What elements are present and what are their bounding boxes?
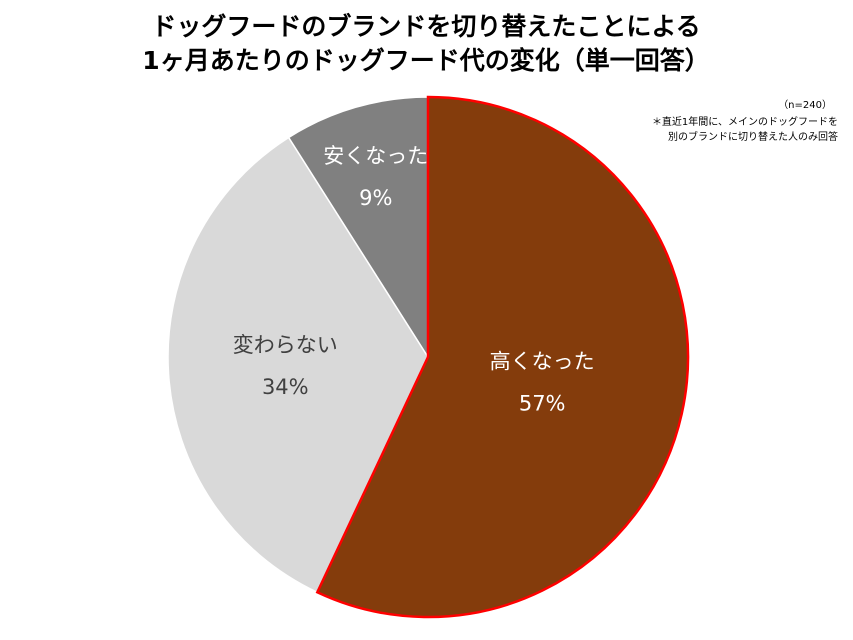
chart-title: ドッグフードのブランドを切り替えたことによる — [151, 12, 700, 41]
slice-label: 安くなった — [323, 144, 428, 168]
slice-label: 変わらない — [233, 333, 338, 357]
value-label: 9% — [359, 186, 392, 210]
chart-title: 1ヶ月あたりのドッグフード代の変化（単一回答） — [142, 46, 709, 75]
annotation: 別のブランドに切り替えた人のみ回答 — [668, 130, 838, 143]
annotation: ＊直近1年間に、メインのドッグフードを — [652, 115, 838, 128]
annotation: （n=240） — [778, 99, 832, 111]
pie-slice — [167, 136, 429, 594]
pie-slice — [315, 95, 690, 619]
pie-slice — [287, 96, 429, 360]
value-label: 57% — [519, 392, 566, 416]
value-label: 34% — [262, 375, 309, 399]
slice-label: 高くなった — [490, 350, 595, 374]
